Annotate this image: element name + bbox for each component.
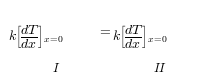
- Text: $k\left[\dfrac{dT}{dx}\right]_{x\!=\!0}$: $k\left[\dfrac{dT}{dx}\right]_{x\!=\!0}$: [112, 23, 168, 50]
- Text: $\mathit{I}$: $\mathit{I}$: [52, 62, 60, 75]
- Text: $k\left[\dfrac{dT}{dx}\right]_{x\!=\!0}$: $k\left[\dfrac{dT}{dx}\right]_{x\!=\!0}$: [8, 23, 64, 50]
- Text: $\mathit{II}$: $\mathit{II}$: [153, 62, 167, 75]
- Text: $=$: $=$: [97, 23, 111, 37]
